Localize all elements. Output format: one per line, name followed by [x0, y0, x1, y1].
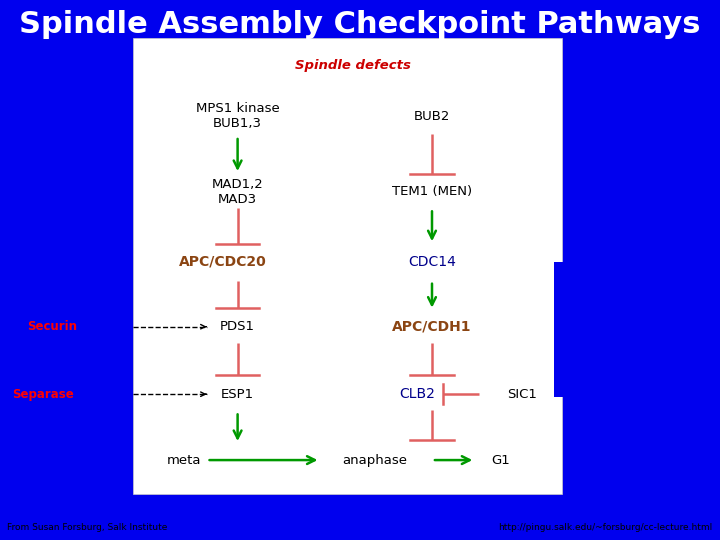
Text: From Susan Forsburg, Salk Institute: From Susan Forsburg, Salk Institute [7, 523, 168, 532]
Text: G1: G1 [491, 454, 510, 467]
FancyBboxPatch shape [133, 38, 562, 494]
Text: BUB2: BUB2 [414, 110, 450, 123]
Text: anaphase: anaphase [342, 454, 407, 467]
Text: MAD1,2
MAD3: MAD1,2 MAD3 [212, 178, 264, 206]
Text: CLB2: CLB2 [400, 387, 436, 401]
Text: ESP1: ESP1 [221, 388, 254, 401]
Text: CDC14: CDC14 [408, 255, 456, 269]
Text: Separase: Separase [12, 388, 74, 401]
Text: Spindle defects: Spindle defects [295, 59, 410, 72]
Text: PDS1: PDS1 [220, 320, 255, 333]
Text: meta: meta [166, 454, 201, 467]
Text: http://pingu.salk.edu/~forsburg/cc-lecture.html: http://pingu.salk.edu/~forsburg/cc-lectu… [498, 523, 713, 532]
Text: MPS1 kinase
BUB1,3: MPS1 kinase BUB1,3 [196, 102, 279, 130]
Text: SIC1: SIC1 [507, 388, 537, 401]
FancyBboxPatch shape [554, 262, 569, 397]
Text: TEM1 (MEN): TEM1 (MEN) [392, 185, 472, 198]
Text: Securin: Securin [27, 320, 77, 333]
Text: APC/CDH1: APC/CDH1 [392, 320, 472, 334]
Text: Spindle Assembly Checkpoint Pathways: Spindle Assembly Checkpoint Pathways [19, 10, 701, 39]
Text: APC/CDC20: APC/CDC20 [179, 255, 267, 269]
